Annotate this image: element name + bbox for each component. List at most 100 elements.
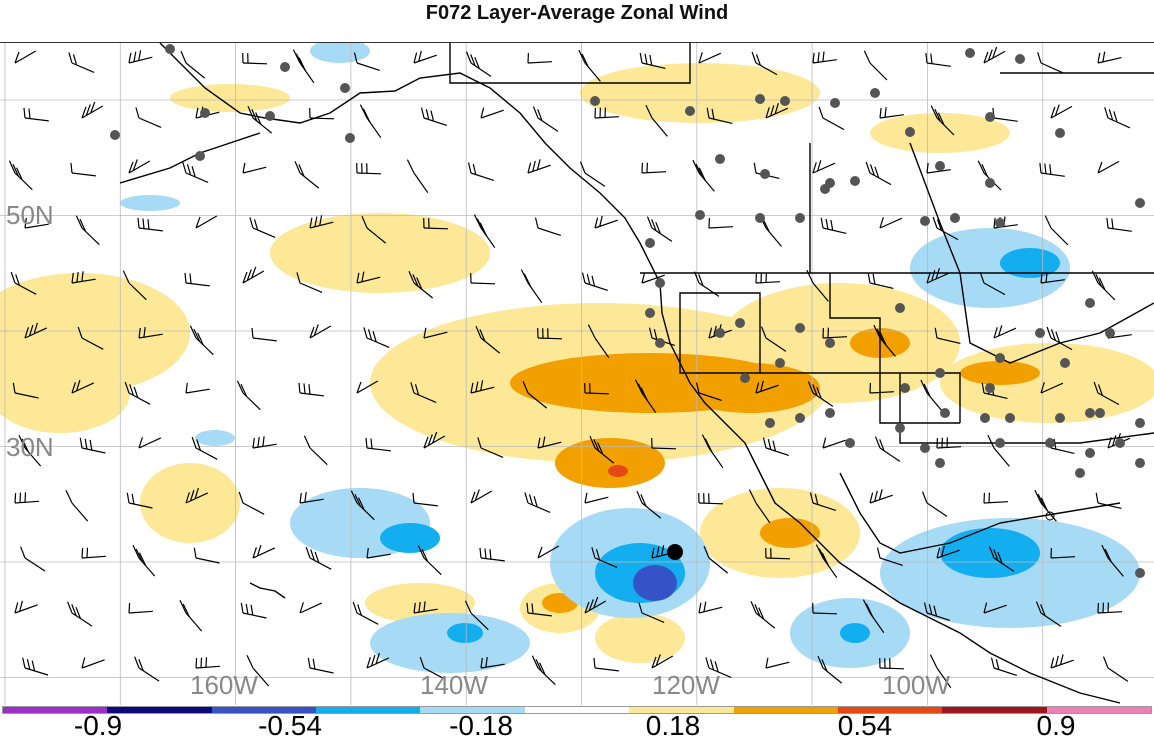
wind-barb-flag — [758, 607, 765, 620]
wind-barb-flag — [298, 382, 301, 394]
wind-barb-flag — [413, 602, 416, 614]
wind-barb — [480, 557, 505, 562]
wind-barb-flag — [713, 325, 717, 337]
wind-barb — [527, 612, 552, 617]
wind-barb-flag — [651, 656, 657, 669]
wind-barb — [14, 282, 37, 295]
wind-barb-flag — [20, 546, 26, 559]
anomaly-contour — [595, 613, 685, 663]
wind-barb-flag — [10, 271, 16, 284]
wind-barb — [651, 227, 673, 242]
wind-barb-flag — [75, 606, 81, 619]
wind-barb-flag — [489, 549, 492, 560]
wind-barb-flag — [357, 604, 362, 616]
wind-barb-flag — [298, 164, 305, 177]
wind-barb-flag — [251, 327, 254, 339]
station-marker — [280, 62, 290, 72]
station-marker — [1135, 458, 1145, 468]
station-marker — [985, 112, 995, 122]
wind-barb — [24, 117, 49, 122]
wind-barb — [936, 227, 959, 241]
anomaly-contour — [870, 113, 1010, 153]
station-marker — [1055, 413, 1065, 423]
anomaly-contour — [270, 213, 490, 293]
wind-barb — [879, 667, 905, 670]
wind-barb-flag — [874, 490, 878, 502]
coastline-segment — [449, 43, 691, 84]
wind-barb-flag — [236, 380, 244, 394]
wind-barb-flag — [299, 492, 302, 504]
wind-barb-flag — [704, 438, 713, 453]
anomaly-fills — [0, 43, 1154, 673]
wind-barb-flag — [981, 382, 985, 394]
wind-barb-flag — [772, 440, 777, 452]
wind-barb-flag — [430, 110, 435, 122]
wind-barb-flag — [935, 268, 940, 280]
wind-barb-flag — [138, 50, 142, 61]
wind-barb-flag — [865, 161, 871, 174]
wind-barb-flag — [920, 379, 928, 394]
wind-barb-flag — [465, 51, 472, 64]
wind-barb — [480, 663, 505, 669]
wind-barb — [869, 391, 895, 394]
station-marker — [795, 213, 805, 223]
wind-barb-flag — [653, 329, 658, 340]
wind-barb-flag — [138, 552, 147, 566]
anomaly-contour — [960, 361, 1040, 385]
wind-barb-flag — [367, 329, 373, 341]
wind-barb — [1107, 667, 1129, 682]
wind-barb — [71, 612, 93, 627]
wind-barb-flag — [15, 274, 20, 286]
wind-barb — [869, 282, 894, 289]
wind-barb-flag — [81, 106, 87, 119]
station-marker — [165, 44, 175, 54]
wind-barb-flag — [931, 270, 936, 282]
wind-barb-flag — [365, 437, 368, 449]
wind-barb — [423, 667, 446, 680]
wind-barb-flag — [997, 551, 1003, 564]
wind-barb — [1040, 62, 1064, 74]
wind-barb-flag — [1091, 270, 1099, 284]
wind-barb — [765, 337, 787, 352]
wind-barb — [81, 105, 104, 119]
wind-barb-flag — [14, 492, 17, 504]
wind-barb-flag — [977, 160, 985, 174]
wind-barb — [698, 606, 723, 614]
wind-barb-flag — [528, 494, 534, 506]
wind-barb — [1097, 392, 1120, 406]
wind-barb-flag — [884, 107, 887, 118]
wind-barb-flag — [372, 331, 377, 343]
station-marker — [765, 418, 775, 428]
wind-barb-flag — [925, 52, 928, 64]
wind-barb-flag — [1034, 489, 1042, 504]
colorbar — [2, 706, 1152, 714]
wind-barb-flag — [142, 218, 145, 229]
wind-barb-flag — [1097, 384, 1103, 396]
wind-barb-flag — [1097, 52, 1101, 64]
wind-barb-flag — [765, 107, 770, 119]
wind-barb-flag — [1050, 657, 1055, 669]
wind-barb — [252, 547, 276, 559]
wind-barb — [708, 557, 729, 574]
wind-barb — [926, 502, 948, 517]
wind-barb-flag — [475, 381, 479, 392]
wind-barb-flag — [535, 658, 543, 672]
wind-barb-flag — [472, 164, 477, 175]
wind-barb-flag — [993, 549, 999, 562]
colorbar-segment — [524, 707, 630, 713]
station-marker — [995, 438, 1005, 448]
wind-barb-flag — [983, 602, 988, 614]
wind-barb-flag — [637, 383, 646, 398]
wind-barb — [242, 270, 265, 284]
wind-barb-flag — [1111, 218, 1114, 229]
wind-barb-flag — [1112, 435, 1117, 447]
wind-barb-flag — [705, 657, 710, 669]
wind-barb-flag — [1053, 438, 1057, 450]
wind-barb — [869, 494, 893, 504]
wind-barb-flag — [579, 161, 586, 174]
wind-barb-flag — [418, 602, 421, 613]
wind-barb-flag — [597, 442, 604, 455]
wind-barb — [81, 447, 106, 454]
wind-barb-flag — [532, 106, 539, 119]
wind-barb-flag — [195, 657, 198, 669]
